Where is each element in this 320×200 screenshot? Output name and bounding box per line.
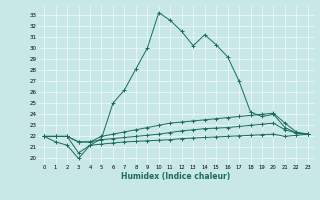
X-axis label: Humidex (Indice chaleur): Humidex (Indice chaleur) <box>121 172 231 181</box>
